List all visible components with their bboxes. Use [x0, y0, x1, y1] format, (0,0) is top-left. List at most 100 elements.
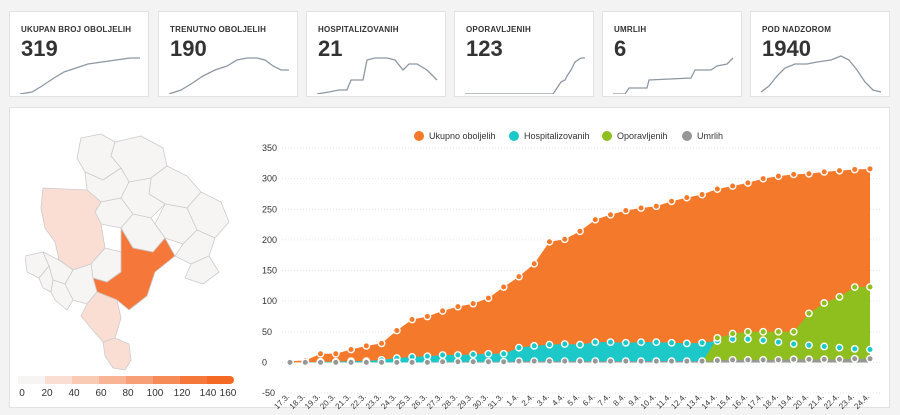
data-point-s0 — [820, 167, 829, 176]
card-hospitalized[interactable]: HOSPITALIZOVANIH 21 — [306, 11, 446, 97]
map-region-plav[interactable] — [184, 255, 220, 285]
data-point-s0 — [347, 345, 355, 354]
x-tick-label: 31.3. — [486, 392, 505, 411]
legend-dot — [509, 131, 519, 141]
data-point-s3 — [530, 357, 539, 366]
x-tick-label: 5.4. — [566, 392, 582, 408]
x-tick-label: 19.3. — [303, 392, 322, 411]
card-value: 190 — [170, 36, 207, 61]
data-point-s3 — [835, 355, 844, 364]
map-region-podgorica[interactable] — [92, 227, 176, 311]
legend-label: Oporavljenih — [617, 131, 668, 141]
y-tick-label: 200 — [262, 235, 277, 245]
scale-tick: 120 — [173, 388, 191, 399]
legend-item-deaths[interactable]: Umrlih — [682, 131, 723, 141]
data-point-s3 — [805, 355, 813, 364]
data-point-s3 — [789, 355, 798, 364]
scale-tick: 140 — [199, 388, 217, 399]
data-point-s3 — [347, 358, 355, 367]
x-tick-label: 21.4. — [807, 392, 826, 411]
data-point-s3 — [408, 358, 417, 367]
legend-dot — [414, 131, 424, 141]
map-region-mojkovac[interactable] — [120, 177, 166, 219]
map-region-budva[interactable] — [50, 279, 74, 311]
data-point-s1 — [530, 341, 539, 350]
legend-label: Umrlih — [697, 131, 723, 141]
sparkline-hospitalized — [316, 57, 438, 94]
data-point-s0 — [316, 349, 325, 358]
card-label: OPORAVLJENIH — [466, 25, 531, 34]
scale-swatch — [45, 376, 72, 384]
data-point-s1 — [850, 344, 859, 353]
legend-item-total[interactable]: Ukupno oboljelih — [414, 131, 496, 141]
data-point-s0 — [515, 272, 523, 281]
area-series-3 — [290, 358, 870, 363]
scale-swatch — [18, 376, 45, 384]
y-tick-label: -50 — [262, 388, 275, 398]
x-tick-label: 17.3. — [272, 392, 291, 411]
scale-tick: 160 — [219, 388, 237, 399]
data-point-s3 — [682, 357, 691, 366]
sparkline-total — [19, 57, 140, 94]
x-tick-label: 19.4. — [776, 392, 795, 411]
map-region-ulcinj[interactable] — [102, 337, 132, 371]
data-point-s0 — [362, 341, 371, 350]
x-tick-label: 10.4. — [639, 392, 658, 411]
sparkline-recovered — [465, 57, 585, 94]
x-tick-label: 24.4. — [852, 392, 871, 411]
data-point-s3 — [820, 355, 829, 364]
x-tick-label: 24.3. — [379, 392, 398, 411]
data-point-s0 — [530, 259, 539, 268]
data-point-s0 — [377, 339, 386, 348]
x-tick-label: 18.4. — [761, 392, 780, 411]
data-point-s3 — [362, 358, 371, 367]
area-series-2 — [290, 287, 870, 363]
card-under-supervision[interactable]: POD NADZOROM 1940 — [750, 11, 890, 97]
x-tick-label: 23.3. — [364, 392, 383, 411]
data-point-s1 — [499, 349, 508, 358]
x-tick-label: 22.4. — [822, 392, 841, 411]
data-point-s3 — [377, 358, 386, 367]
x-tick-label: 6.4. — [581, 392, 597, 408]
scale-swatch — [207, 376, 234, 384]
data-point-s3 — [576, 357, 584, 366]
x-tick-label: 17.4. — [746, 392, 765, 411]
data-point-s3 — [560, 357, 569, 366]
x-tick-label: 3.4. — [535, 392, 551, 408]
data-point-s1 — [835, 343, 844, 352]
card-label: TRENUTNO OBOLJELIH — [170, 25, 267, 34]
legend-item-hospitalized[interactable]: Hospitalizovanih — [509, 131, 590, 141]
data-point-s2 — [820, 299, 829, 307]
card-active-cases[interactable]: TRENUTNO OBOLJELIH 190 — [158, 11, 298, 97]
legend-label: Ukupno oboljelih — [429, 131, 496, 141]
data-point-s0 — [805, 169, 813, 178]
data-point-s3 — [866, 354, 874, 363]
data-point-s0 — [545, 237, 554, 246]
scale-tick: 0 — [19, 388, 25, 399]
x-tick-label: 4.4. — [550, 392, 566, 408]
data-point-s3 — [606, 357, 615, 366]
data-point-s0 — [408, 315, 417, 324]
data-point-s3 — [637, 357, 645, 366]
legend-dot — [602, 131, 612, 141]
data-point-s1 — [621, 338, 630, 347]
card-recovered[interactable]: OPORAVLJENIH 123 — [454, 11, 594, 97]
card-value: 123 — [466, 36, 503, 61]
card-label: UKUPAN BROJ OBOLJELIH — [21, 25, 132, 34]
montenegro-map — [25, 133, 230, 371]
x-tick-label: 13.4. — [685, 392, 704, 411]
data-point-s2 — [728, 329, 737, 338]
data-point-s3 — [469, 357, 478, 366]
sparkline-active — [168, 57, 289, 94]
data-point-s1 — [576, 340, 584, 349]
card-deaths[interactable]: UMRLIH 6 — [602, 11, 742, 97]
data-point-s1 — [560, 340, 569, 348]
x-tick-label: 7.4. — [596, 392, 612, 408]
card-total-cases[interactable]: UKUPAN BROJ OBOLJELIH 319 — [9, 11, 149, 97]
data-point-s3 — [453, 357, 462, 366]
card-value: 21 — [318, 36, 343, 61]
card-value: 6 — [614, 36, 627, 61]
data-point-s3 — [515, 357, 523, 366]
data-point-s0 — [484, 294, 493, 302]
legend-item-recovered[interactable]: Oporavljenih — [602, 131, 668, 141]
